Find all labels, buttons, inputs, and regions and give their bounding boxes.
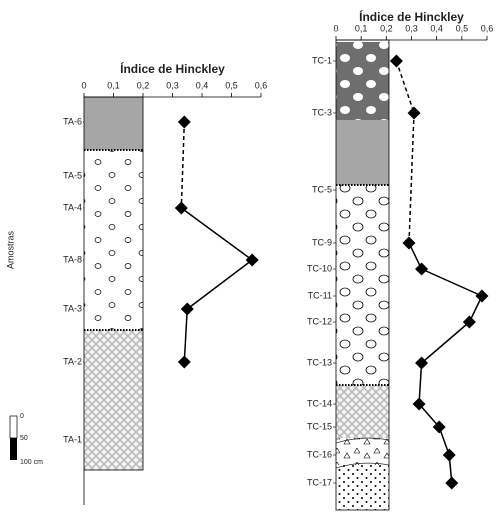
sample-label: TC-16 <box>307 449 332 459</box>
sample-label: TA-1 <box>63 434 82 444</box>
sample-label: TA-4 <box>63 202 82 212</box>
sample-label: TA-5 <box>63 170 82 180</box>
sample-label: TC-12 <box>307 316 332 326</box>
sample-label: TA-3 <box>63 303 82 313</box>
right-column <box>335 39 390 511</box>
x-tick-label: 0,3 <box>166 80 179 90</box>
line-segment <box>421 321 470 364</box>
sample-label: TC-17 <box>307 477 332 487</box>
data-point <box>245 253 259 267</box>
data-point <box>415 262 429 276</box>
data-point <box>177 355 191 369</box>
data-point <box>177 115 191 129</box>
scale-label: 0 <box>20 413 24 420</box>
line-segment <box>186 259 253 310</box>
sample-label: TA-8 <box>63 254 82 264</box>
x-tick-label: 0,2 <box>380 23 393 33</box>
sample-label: TC-9 <box>312 237 332 247</box>
line-segment <box>421 268 483 297</box>
scale-bar: 0 50 100 cm <box>9 413 43 466</box>
chart-title: Índice de Hinckley <box>120 61 225 76</box>
x-tick-label: 0,3 <box>405 23 418 33</box>
x-tick-label: 0,6 <box>255 80 268 90</box>
data-point <box>174 201 188 215</box>
data-point <box>432 420 446 434</box>
x-tick-label: 0,1 <box>107 80 120 90</box>
sample-label: TC-3 <box>312 107 332 117</box>
line-segment <box>418 362 423 405</box>
sample-label: TA-2 <box>63 356 82 366</box>
x-tick-label: 0 <box>81 80 86 90</box>
scale-label: 50 <box>20 435 28 442</box>
x-tick-label: 0,5 <box>456 23 469 33</box>
sample-label: TA-6 <box>63 116 82 126</box>
data-point <box>402 236 416 250</box>
sample-label: TC-11 <box>308 290 332 300</box>
data-point <box>475 289 489 303</box>
left-column <box>83 96 144 505</box>
data-point <box>462 315 476 329</box>
x-tick-label: 0,1 <box>355 23 368 33</box>
x-tick-label: 0,6 <box>481 23 494 33</box>
line-segment <box>183 308 188 363</box>
data-point <box>445 476 459 490</box>
sample-label: TC-15 <box>307 421 332 431</box>
chart-title: Índice de Hinckley <box>359 9 464 24</box>
y-axis-label: Amostras <box>5 230 15 269</box>
data-point <box>389 54 403 68</box>
sample-label: TC-14 <box>307 398 332 408</box>
data-point <box>442 448 456 462</box>
x-tick-label: 0,2 <box>137 80 150 90</box>
x-tick-label: 0,4 <box>196 80 209 90</box>
x-tick-label: 0,4 <box>430 23 443 33</box>
sample-label: TC-1 <box>312 55 332 65</box>
data-point <box>415 356 429 370</box>
sample-label: TC-5 <box>312 184 332 194</box>
line-segment <box>418 403 440 428</box>
line-segment <box>395 60 415 114</box>
x-tick-label: 0,5 <box>225 80 238 90</box>
scale-label: 100 cm <box>20 459 43 466</box>
line-segment <box>180 121 186 209</box>
x-tick-label: 0 <box>333 23 338 33</box>
data-point <box>180 302 194 316</box>
line-segment <box>408 112 415 244</box>
sample-label: TC-13 <box>307 357 332 367</box>
data-point <box>407 106 421 120</box>
data-point <box>412 397 426 411</box>
line-segment <box>180 207 253 261</box>
sample-label: TC-10 <box>307 263 332 273</box>
